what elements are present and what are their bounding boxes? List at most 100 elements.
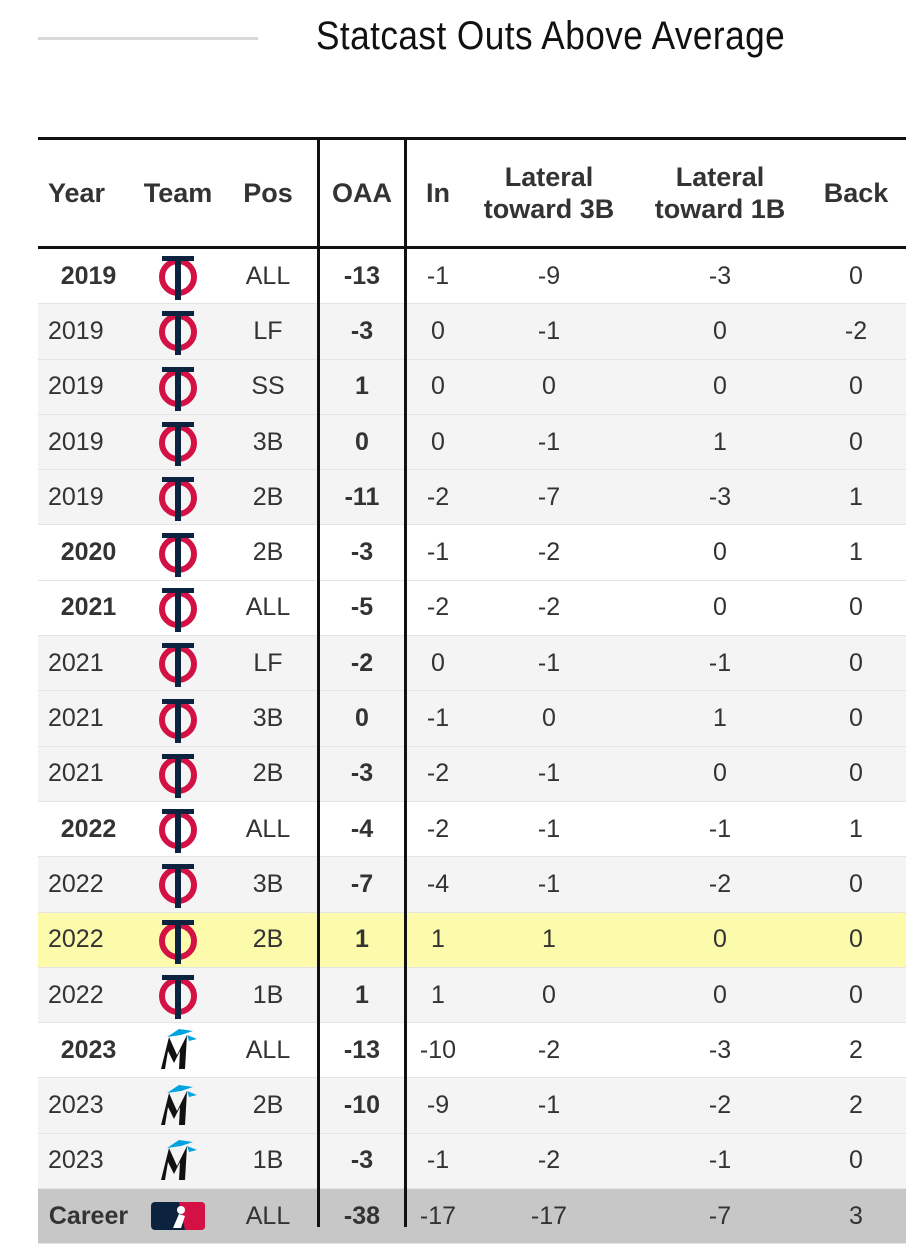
header-lateral-3b[interactable]: Lateral toward 3B [483, 161, 615, 224]
cell-lateral-1b: -2 [708, 1091, 732, 1120]
cell-year: 2021 [48, 759, 104, 788]
cell-oaa: -3 [350, 759, 374, 788]
cell-team [140, 747, 216, 801]
header-year[interactable]: Year [48, 177, 106, 208]
table-row[interactable]: 2019 2B -11 -2 -7 -3 1 [38, 470, 906, 526]
cell-in: 0 [431, 316, 445, 345]
cell-year: 2021 [60, 593, 117, 622]
header-back[interactable]: Back [823, 177, 889, 208]
cell-team [140, 581, 216, 635]
cell-lateral-3b: -1 [537, 427, 561, 456]
twins-logo-icon [159, 256, 197, 301]
cell-team [140, 470, 216, 524]
header-oaa[interactable]: OAA [332, 177, 392, 208]
top-decorative-rule [38, 37, 258, 40]
cell-year: 2023 [60, 1035, 117, 1064]
table-row[interactable]: 2023 ALL -13 -10 -2 -3 2 [38, 1023, 906, 1079]
cell-in: -1 [426, 261, 450, 290]
cell-in: -1 [426, 1146, 450, 1175]
cell-pos: ALL [245, 261, 291, 290]
cell-oaa: 0 [355, 704, 369, 733]
table-row[interactable]: 2022 3B -7 -4 -1 -2 0 [38, 857, 906, 913]
table-row[interactable]: 2022 2B 1 1 1 0 0 [38, 912, 906, 968]
cell-lateral-1b: -3 [708, 1035, 732, 1064]
table-row[interactable]: 2022 1B 1 1 0 0 0 [38, 967, 906, 1024]
twins-logo-icon [159, 753, 197, 798]
cell-pos: 2B [252, 1091, 284, 1120]
table-row[interactable]: 2021 3B 0 -1 0 1 0 [38, 691, 906, 747]
cell-team [140, 525, 216, 579]
cell-team [140, 249, 216, 303]
cell-back: 0 [849, 1146, 863, 1175]
table-row[interactable]: 2019 SS 1 0 0 0 0 [38, 359, 906, 415]
cell-lateral-3b: -1 [537, 759, 561, 788]
cell-lateral-3b: 0 [542, 704, 556, 733]
table-row[interactable]: 2023 2B -10 -9 -1 -2 2 [38, 1078, 906, 1134]
cell-in: -17 [419, 1201, 457, 1230]
cell-team [140, 1078, 216, 1132]
cell-year: 2023 [48, 1091, 104, 1120]
table-row[interactable]: 2019 3B 0 0 -1 1 0 [38, 414, 906, 471]
table-body: 2019 ALL -13 -1 -9 -3 0 2019 LF -3 0 -1 0 -2 2019 SS 1 0 0… [38, 249, 906, 1244]
mlb-logo-icon [151, 1202, 205, 1231]
table-row[interactable]: 2021 ALL -5 -2 -2 0 0 [38, 580, 906, 637]
cell-in: -2 [426, 759, 450, 788]
cell-team [140, 1134, 216, 1188]
column-divider-oaa-left [317, 137, 320, 1227]
cell-pos: 3B [252, 427, 284, 456]
cell-lateral-3b: -17 [530, 1201, 568, 1230]
twins-logo-icon [159, 477, 197, 522]
table-row[interactable]: 2022 ALL -4 -2 -1 -1 1 [38, 801, 906, 858]
cell-year: 2019 [60, 261, 117, 290]
cell-in: 0 [431, 427, 445, 456]
marlins-logo-icon [161, 1084, 197, 1125]
column-divider-oaa-right [404, 137, 407, 1227]
cell-lateral-3b: 0 [542, 980, 556, 1009]
header-team[interactable]: Team [143, 177, 213, 208]
cell-lateral-3b: 1 [542, 925, 556, 954]
twins-logo-icon [159, 975, 197, 1019]
cell-pos: 3B [252, 704, 284, 733]
cell-lateral-1b: 0 [713, 759, 727, 788]
cell-lateral-1b: 1 [713, 704, 727, 733]
table-row[interactable]: Career ALL -38 -17 -17 -7 3 [38, 1189, 906, 1244]
cell-year: 2020 [60, 538, 117, 567]
cell-pos: 2B [252, 759, 284, 788]
cell-lateral-1b: 1 [713, 427, 727, 456]
table-row[interactable]: 2021 2B -3 -2 -1 0 0 [38, 746, 906, 802]
cell-lateral-3b: -1 [537, 648, 561, 677]
oaa-table: Year Team Pos OAA In Lateral toward 3B L… [38, 137, 906, 1244]
cell-lateral-1b: 0 [713, 980, 727, 1009]
cell-back: 1 [849, 538, 863, 567]
cell-lateral-1b: -3 [708, 482, 732, 511]
twins-logo-icon [159, 366, 197, 411]
header-in[interactable]: In [426, 177, 450, 208]
cell-year: 2019 [48, 482, 104, 511]
table-row[interactable]: 2023 1B -3 -1 -2 -1 0 [38, 1133, 906, 1190]
table-header: Year Team Pos OAA In Lateral toward 3B L… [38, 137, 906, 249]
table-row[interactable]: 2019 LF -3 0 -1 0 -2 [38, 304, 906, 360]
cell-in: -4 [426, 869, 450, 898]
cell-back: 1 [849, 814, 863, 843]
header-lateral-1b[interactable]: Lateral toward 1B [654, 161, 786, 224]
cell-oaa: -13 [343, 1035, 381, 1064]
cell-year: 2022 [60, 814, 117, 843]
cell-pos: 2B [252, 538, 284, 567]
table-row[interactable]: 2021 LF -2 0 -1 -1 0 [38, 636, 906, 692]
cell-lateral-1b: 0 [713, 316, 727, 345]
cell-back: 0 [849, 372, 863, 401]
cell-lateral-1b: -7 [708, 1201, 732, 1230]
cell-lateral-3b: -7 [537, 482, 561, 511]
header-pos[interactable]: Pos [243, 177, 293, 208]
cell-pos: SS [251, 372, 285, 401]
cell-back: 0 [849, 427, 863, 456]
cell-back: 3 [849, 1201, 863, 1230]
cell-oaa: -7 [350, 869, 374, 898]
cell-back: 0 [849, 869, 863, 898]
table-row[interactable]: 2019 ALL -13 -1 -9 -3 0 [38, 249, 906, 305]
cell-pos: LF [253, 316, 283, 345]
cell-team [140, 968, 216, 1022]
table-row[interactable]: 2020 2B -3 -1 -2 0 1 [38, 525, 906, 581]
twins-logo-icon [159, 698, 197, 743]
cell-lateral-1b: -1 [708, 648, 732, 677]
